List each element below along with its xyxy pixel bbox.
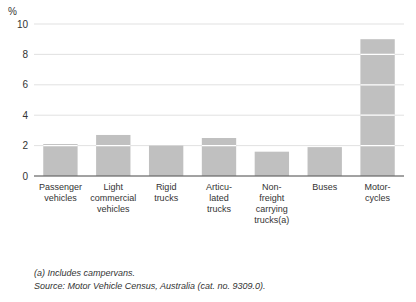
grid-line (34, 24, 404, 25)
x-tick-label: Articu-latedtrucks (206, 182, 232, 214)
y-tick-label: 4 (22, 110, 28, 121)
grid (34, 24, 404, 176)
grid-line (34, 176, 404, 177)
bar (308, 147, 342, 176)
bars (43, 39, 395, 176)
bar (149, 146, 183, 176)
x-tick-label: Rigidtrucks (154, 182, 179, 203)
bar-divider (360, 84, 394, 85)
y-axis-label: % (8, 6, 17, 17)
bar-divider (202, 145, 236, 146)
x-tick-label: Motor-cycles (365, 182, 391, 203)
bar-divider (360, 145, 394, 146)
chart: 0 2 4 6 8 10% Passengervehicles Lightcommercial… (0, 0, 416, 302)
bar-divider (96, 145, 130, 146)
bar (202, 138, 236, 176)
y-tick-label: 6 (22, 79, 28, 90)
bar-divider (360, 54, 394, 55)
grid-line (34, 54, 404, 55)
bar (96, 135, 130, 176)
y-tick-label: 8 (22, 49, 28, 60)
bar (43, 144, 77, 176)
x-tick-label: Non-freightcarryingtrucks(a) (254, 182, 289, 225)
x-tick-label: Passengervehicles (39, 182, 82, 203)
footnote: Source: Motor Vehicle Census, Australia … (34, 281, 265, 291)
grid-line (34, 115, 404, 116)
y-tick-label: 0 (22, 171, 28, 182)
x-tick-label: Buses (312, 182, 338, 192)
bar (360, 39, 394, 176)
grid-line (34, 84, 404, 85)
bar-divider (360, 115, 394, 116)
footnote: (a) Includes campervans. (34, 268, 135, 278)
bar-divider (43, 145, 77, 146)
x-axis-line (34, 176, 404, 177)
bar (255, 152, 289, 176)
x-tick-label: Lightcommercialvehicles (90, 182, 136, 214)
y-tick-label: 2 (22, 140, 28, 151)
y-tick-label: 10 (17, 19, 29, 30)
grid-line (34, 145, 404, 146)
